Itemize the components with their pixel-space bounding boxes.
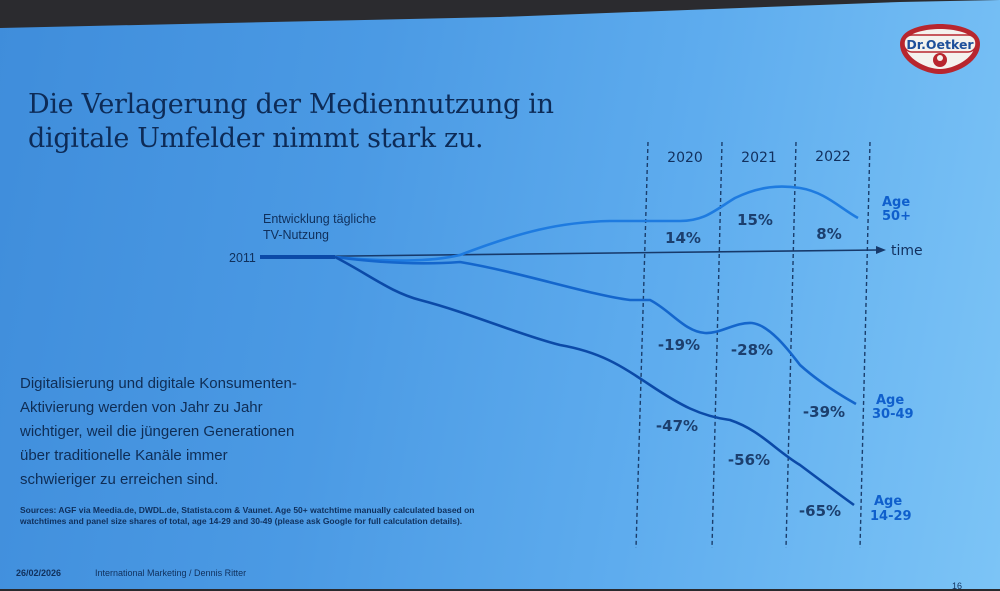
legend-age-30-49-line1: Age <box>876 393 904 408</box>
value-label-50plus-2022: 8% <box>816 225 841 243</box>
legend-age-30-49-line2: 30-49 <box>872 407 914 422</box>
description-text: Digitalisierung und digitale Konsumenten… <box>20 372 350 492</box>
sources-note: Sources: AGF via Meedia.de, DWDL.de, Sta… <box>20 505 490 527</box>
time-axis <box>259 249 879 258</box>
series-line-age-30-49 <box>334 255 857 406</box>
description-line-1: Digitalisierung und digitale Konsumenten… <box>20 375 297 392</box>
description-line-5: schwieriger zu erreichen sind. <box>20 471 219 488</box>
title-line-1: Die Verlagerung der Mediennutzung in <box>28 89 554 120</box>
value-label-50plus-2020: 14% <box>665 229 701 247</box>
series-line-age-14-29 <box>334 255 855 507</box>
legend-age-14-29-line2: 14-29 <box>870 509 912 524</box>
legend-age-14-29-line1: Age <box>874 494 902 509</box>
gridline-2022-end <box>859 141 871 549</box>
sources-line-2: watchtimes and panel size shares of tota… <box>20 516 463 526</box>
sources-line-1: Sources: AGF via Meedia.de, DWDL.de, Sta… <box>20 505 475 515</box>
value-label-30-49-2021: -28% <box>731 341 773 359</box>
value-label-50plus-2021: 15% <box>737 211 773 229</box>
description-line-3: wichtiger, weil die jüngeren Generatione… <box>20 423 295 440</box>
value-label-30-49-2020: -19% <box>658 336 700 354</box>
chart-subtitle-line-2: TV-Nutzung <box>263 228 329 242</box>
year-label-2022: 2022 <box>815 149 851 165</box>
series-line-age-50plus <box>334 185 859 262</box>
title-line-2: digitale Umfelder nimmt stark zu. <box>28 123 484 154</box>
gridline-2020-start <box>635 141 649 549</box>
start-year-label: 2011 <box>229 251 256 265</box>
page-number: 16 <box>952 581 963 591</box>
year-label-2021: 2021 <box>741 150 777 166</box>
year-label-2020: 2020 <box>667 150 703 166</box>
gridline-2021-start <box>711 141 723 549</box>
time-axis-arrow-icon <box>876 246 886 254</box>
gridline-2022-start <box>785 141 797 549</box>
time-axis-label: time <box>891 243 923 259</box>
description-line-4: über traditionelle Kanäle immer <box>20 447 228 464</box>
slide-title: Die Verlagerung der Mediennutzung in dig… <box>28 88 554 156</box>
logo-text: Dr.Oetker <box>906 37 974 52</box>
value-label-30-49-2022: -39% <box>803 403 845 421</box>
value-label-14-29-2020: -47% <box>656 417 698 435</box>
value-label-14-29-2021: -56% <box>728 451 770 469</box>
legend-age-50plus-line2: 50+ <box>882 209 911 224</box>
legend-age-50plus-line1: Age <box>882 195 910 210</box>
footer-author: International Marketing / Dennis Ritter <box>95 568 247 578</box>
value-label-14-29-2022: -65% <box>799 502 841 520</box>
description-line-2: Aktivierung werden von Jahr zu Jahr <box>20 399 263 416</box>
chart-subtitle-line-1: Entwicklung tägliche <box>263 212 376 226</box>
dr-oetker-logo-icon: Dr.Oetker <box>900 24 980 74</box>
footer-date: 26/02/2026 <box>16 568 62 578</box>
